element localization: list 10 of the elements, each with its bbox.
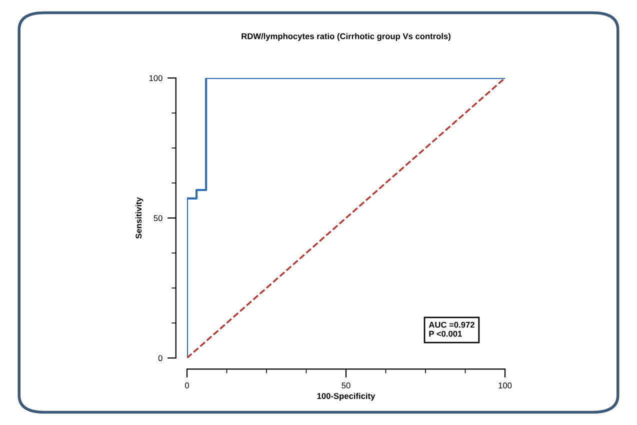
y-axis-title: Sensitivity xyxy=(135,197,144,239)
y-tick-label: 100 xyxy=(149,75,162,82)
annotation: AUC =0.972 P <0.001 xyxy=(428,322,474,337)
x-tick-label: 50 xyxy=(342,382,350,388)
x-tick-label: 0 xyxy=(185,382,189,388)
x-tick-label: 100 xyxy=(498,382,512,388)
y-tick-label: 0 xyxy=(158,355,162,362)
x-axis-title: 100-Specificity xyxy=(317,392,376,401)
chart-title: RDW/lymphocytes ratio (Cirrhotic group Vs controls) xyxy=(242,33,450,41)
y-tick-label: 50 xyxy=(154,215,162,222)
